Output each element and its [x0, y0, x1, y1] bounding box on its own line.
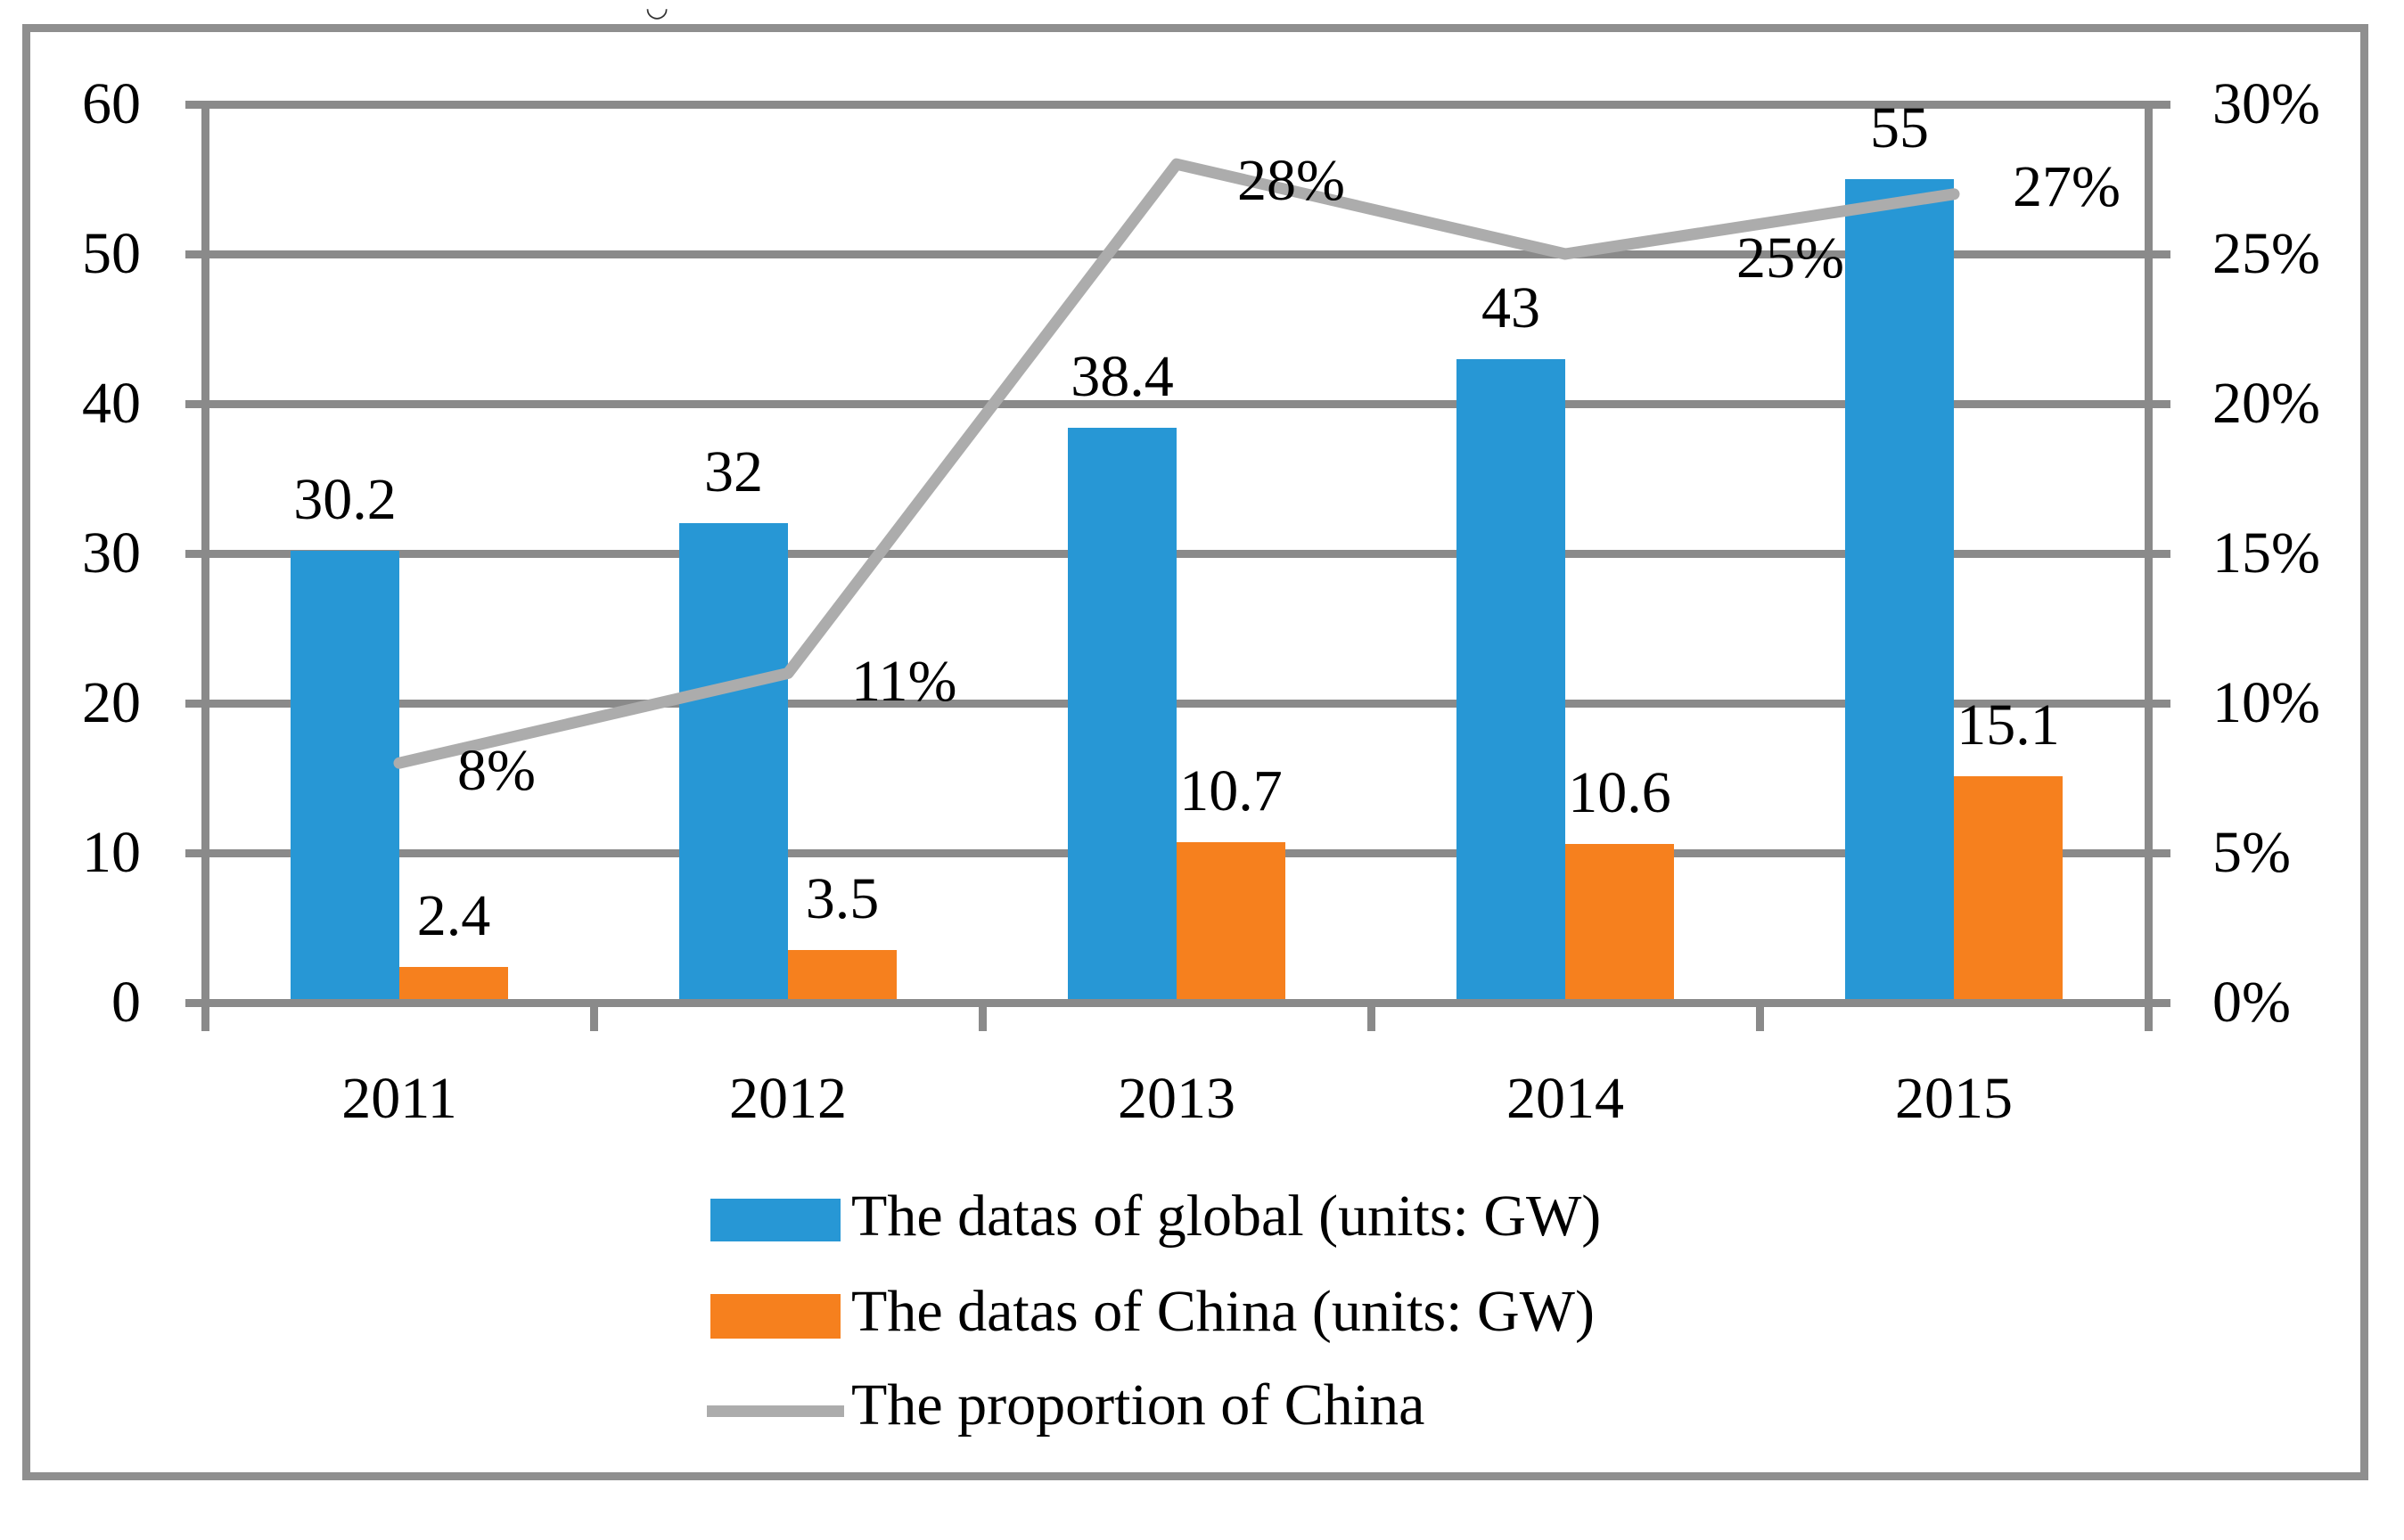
bar-global — [1845, 179, 1954, 999]
x-axis-category-label: 2013 — [1118, 1066, 1235, 1131]
left-axis-tick-label: 40 — [82, 371, 141, 436]
bar-value-label: 15.1 — [1957, 692, 2060, 758]
bar-value-label: 43 — [1481, 274, 1540, 340]
left-axis-tick-label: 60 — [82, 71, 141, 136]
cropped-text-artifact: ◡ — [645, 0, 669, 23]
gridline — [185, 101, 2170, 109]
left-axis-tick-label: 10 — [82, 820, 141, 885]
line-value-label: 27% — [2013, 153, 2121, 219]
x-axis-category-label: 2012 — [729, 1066, 847, 1131]
bar-value-label: 10.7 — [1179, 758, 1283, 824]
x-axis-category-label: 2011 — [341, 1066, 457, 1131]
right-axis-tick-label: 20% — [2212, 371, 2320, 436]
bar-china — [788, 950, 897, 999]
bar-china — [1954, 776, 2063, 999]
right-axis-tick-label: 10% — [2212, 670, 2320, 735]
bar-value-label: 3.5 — [805, 866, 880, 932]
left-axis-tick-label: 30 — [82, 520, 141, 586]
x-axis-tick — [590, 1003, 598, 1031]
right-axis-tick-label: 5% — [2212, 820, 2291, 885]
bar-value-label: 10.6 — [1568, 759, 1671, 825]
bar-china — [399, 966, 508, 999]
bar-value-label: 38.4 — [1071, 343, 1174, 409]
legend-swatch-china — [710, 1294, 841, 1339]
right-axis-tick-label: 0% — [2212, 970, 2291, 1035]
x-axis-tick — [979, 1003, 987, 1031]
legend-label-proportion: The proportion of China — [851, 1372, 1425, 1438]
line-value-label: 11% — [851, 649, 957, 715]
legend-label-global: The datas of global (units: GW) — [851, 1184, 1602, 1249]
bar-value-label: 30.2 — [293, 466, 397, 532]
right-axis-tick-label: 25% — [2212, 221, 2320, 286]
bar-china — [1177, 842, 1285, 999]
bar-global — [1456, 358, 1565, 999]
left-axis-tick-label: 20 — [82, 670, 141, 735]
legend-line-swatch-proportion — [707, 1405, 844, 1417]
x-axis-line — [185, 999, 2170, 1007]
legend-swatch-global — [710, 1199, 841, 1241]
x-axis-category-label: 2014 — [1506, 1066, 1624, 1131]
bar-china — [1565, 843, 1674, 999]
left-axis-line — [201, 104, 209, 1031]
bar-value-label: 2.4 — [416, 882, 491, 948]
line-value-label: 8% — [457, 738, 536, 804]
line-value-label: 25% — [1736, 225, 1844, 291]
left-axis-tick-label: 0 — [111, 970, 141, 1035]
bar-global — [291, 550, 399, 999]
right-axis-line — [2145, 104, 2153, 1031]
x-axis-category-label: 2015 — [1895, 1066, 2013, 1131]
x-axis-tick — [1756, 1003, 1764, 1031]
right-axis-tick-label: 30% — [2212, 71, 2320, 136]
left-axis-tick-label: 50 — [82, 221, 141, 286]
bar-value-label: 55 — [1870, 95, 1929, 160]
x-axis-tick — [1367, 1003, 1375, 1031]
bar-global — [1068, 427, 1177, 999]
bar-value-label: 32 — [704, 439, 763, 505]
bar-global — [679, 523, 788, 999]
right-axis-tick-label: 15% — [2212, 520, 2320, 586]
legend-label-china: The datas of China (units: GW) — [851, 1279, 1595, 1344]
line-value-label: 28% — [1237, 148, 1345, 214]
